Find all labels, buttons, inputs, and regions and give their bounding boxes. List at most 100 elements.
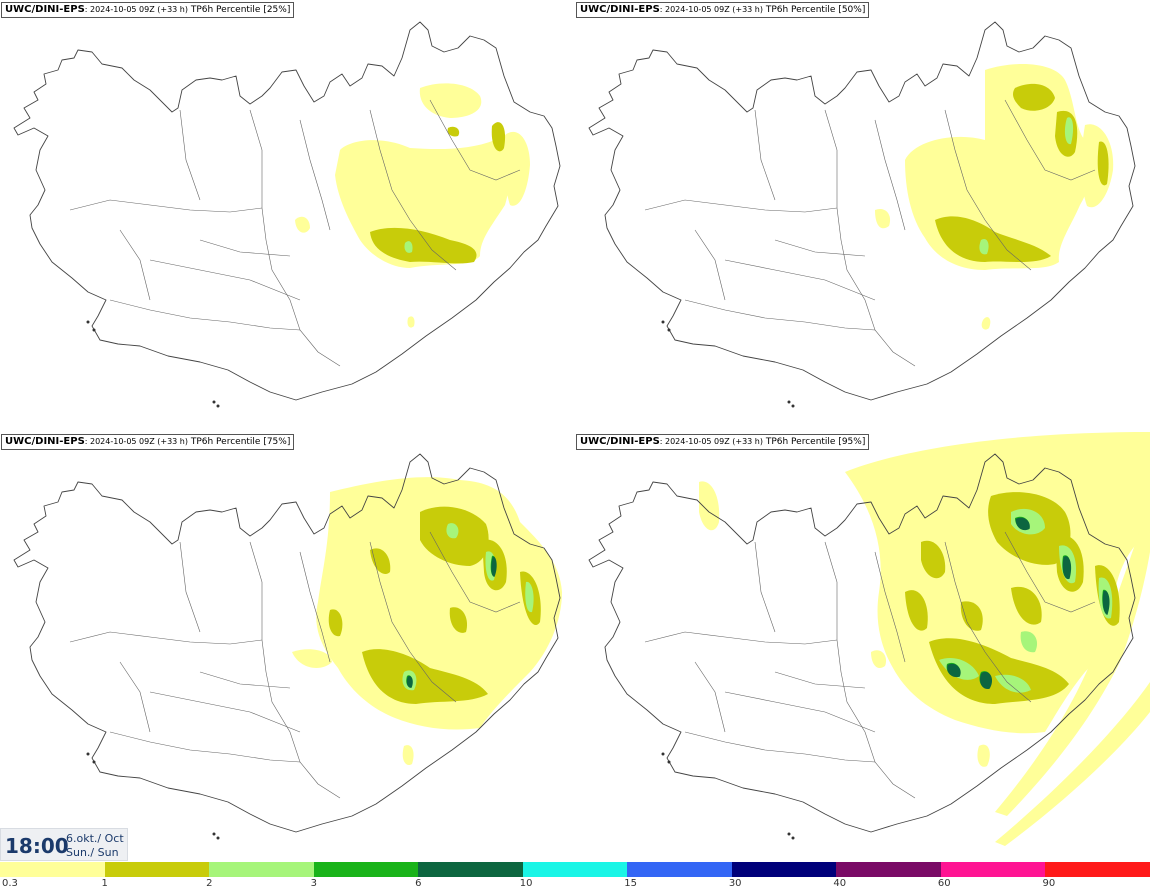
island-dot — [791, 404, 795, 408]
precip-area-high — [446, 523, 459, 539]
region-border — [109, 299, 301, 331]
map-panel-p25: UWC/DINI-EPS: 2024-10-05 09Z (+33 h) TP6… — [0, 0, 575, 432]
precip-area-moderate — [362, 649, 488, 704]
region-border — [429, 99, 521, 181]
model-name: UWC/DINI-EPS — [5, 4, 85, 15]
region-border — [754, 541, 776, 633]
run-time: : 2024-10-05 09Z (+33 h) — [84, 437, 188, 446]
region-border — [179, 109, 201, 201]
island-dot — [661, 752, 665, 756]
legend-tick-label: 90 — [1042, 878, 1056, 889]
precip-area-high — [404, 241, 413, 253]
island-dot — [667, 760, 671, 764]
island-dot — [216, 836, 220, 840]
legend-swatch — [209, 862, 315, 877]
region-border — [149, 691, 301, 733]
legend-swatch — [104, 862, 210, 877]
region-border — [724, 259, 876, 301]
precip-area-low — [845, 432, 1150, 734]
legend-tick-label: 0.3 — [2, 878, 18, 889]
legend-swatch — [313, 862, 419, 877]
region-border — [1004, 531, 1096, 613]
precip-area-low — [995, 682, 1150, 846]
legend-tick-label: 2 — [206, 878, 213, 889]
field-name: TP6h Percentile [75%] — [187, 437, 291, 447]
precip-area-moderate — [1011, 586, 1042, 625]
region-border — [644, 631, 838, 645]
precip-area-moderate — [370, 227, 477, 264]
region-border — [109, 731, 301, 763]
precip-area-high — [1064, 117, 1074, 145]
precip-area-moderate — [328, 609, 343, 637]
region-border — [179, 541, 201, 633]
region-border — [694, 229, 726, 301]
island-dot — [212, 832, 216, 836]
valid-time-box: 18:00 6.okt./ Oct Sun./ Sun — [0, 828, 128, 861]
precip-area-low — [402, 745, 414, 766]
coastline — [13, 453, 561, 833]
precip-area-moderate — [905, 590, 928, 631]
precip-area-low — [419, 83, 482, 118]
color-legend: 0.3 1 2 3 6 10 15 30 40 60 90 — [0, 862, 1150, 891]
panel-title: UWC/DINI-EPS: 2024-10-05 09Z (+33 h) TP6… — [1, 2, 295, 18]
valid-hour: 18:00 — [5, 834, 69, 858]
precip-area-moderate — [370, 548, 391, 574]
model-name: UWC/DINI-EPS — [5, 436, 85, 447]
precip-area-moderate — [1013, 83, 1055, 111]
region-border — [369, 541, 457, 703]
region-border — [1004, 99, 1096, 181]
valid-date: 6.okt./ Oct — [66, 832, 124, 845]
region-border — [836, 639, 916, 799]
precip-area-very-heavy — [1102, 590, 1110, 615]
precip-area-low — [871, 650, 887, 669]
legend-swatch — [836, 862, 942, 877]
precip-area-moderate — [447, 126, 460, 137]
legend-tick-label: 1 — [101, 878, 108, 889]
region-border — [249, 109, 263, 208]
region-border — [944, 109, 1032, 271]
region-border — [824, 109, 838, 208]
precip-area-low — [875, 208, 891, 229]
region-border — [694, 661, 726, 733]
island-dot — [212, 400, 216, 404]
island-dot — [787, 832, 791, 836]
precip-area-moderate — [960, 601, 983, 631]
legend-swatch — [1045, 862, 1150, 877]
region-border — [69, 199, 263, 213]
region-border — [299, 551, 331, 663]
region-border — [874, 119, 906, 231]
precip-area-low — [699, 481, 720, 531]
panel-title: UWC/DINI-EPS: 2024-10-05 09Z (+33 h) TP6… — [1, 434, 295, 450]
precip-area-low — [295, 216, 310, 233]
field-name: TP6h Percentile [95%] — [762, 437, 866, 447]
precip-area-moderate — [921, 540, 946, 579]
precip-area-low — [407, 316, 415, 328]
run-time: : 2024-10-05 09Z (+33 h) — [659, 437, 763, 446]
precip-area-high — [995, 674, 1031, 693]
legend-swatch — [940, 862, 1046, 877]
region-border — [824, 541, 838, 640]
map-panel-p75: UWC/DINI-EPS: 2024-10-05 09Z (+33 h) TP6… — [0, 432, 575, 864]
run-time: : 2024-10-05 09Z (+33 h) — [84, 5, 188, 14]
precip-area-moderate — [1097, 141, 1109, 186]
island-dot — [787, 400, 791, 404]
coastline — [13, 21, 561, 401]
legend-swatch — [731, 862, 837, 877]
legend-swatch — [418, 862, 524, 877]
region-border — [684, 731, 876, 763]
model-name: UWC/DINI-EPS — [580, 4, 660, 15]
iceland-precip-map — [588, 432, 1150, 846]
iceland-precip-map — [13, 453, 562, 840]
precip-area-very-heavy — [406, 676, 413, 688]
precip-area-moderate — [449, 607, 468, 633]
legend-swatch — [0, 862, 106, 877]
legend-tick-label: 15 — [624, 878, 637, 889]
island-dot — [791, 836, 795, 840]
island-dot — [86, 752, 90, 756]
region-border — [199, 239, 291, 257]
region-border — [261, 639, 341, 799]
island-dot — [216, 404, 220, 408]
legend-swatch — [627, 862, 733, 877]
precip-area-high — [525, 581, 534, 613]
precip-area-high — [1020, 631, 1038, 653]
